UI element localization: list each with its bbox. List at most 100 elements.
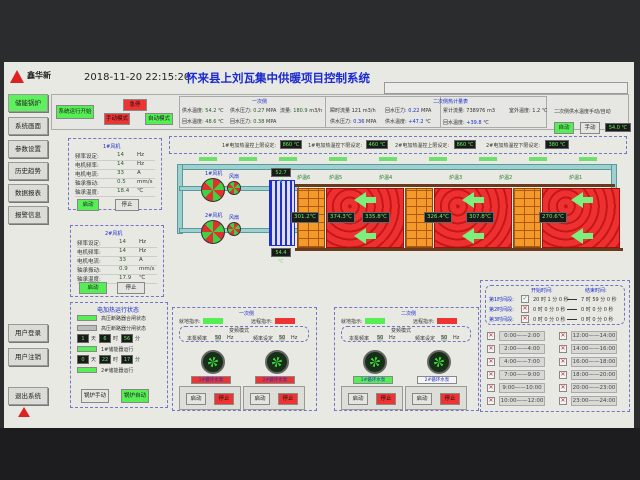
slot-checkbox[interactable]: ✕ [487,397,495,405]
pump-name-label: 2#循环水泵 [255,376,295,384]
time-slot: 2:00——4:00 [499,344,545,354]
pump-stop-button[interactable]: 停止 [440,393,460,405]
emergency-stop-button[interactable]: 急停 [123,99,147,111]
manual-mode-button[interactable]: 手动模式 [104,113,130,125]
time-slot: 18:00——20:00 [571,370,617,380]
secondary-meter-title: 二次侧热计量表 [433,99,469,105]
pump-name-label: 1#循环水泵 [353,376,393,384]
flow-arrow-icon [199,157,217,161]
zone-label: 炉温3 [449,175,463,181]
pump-freq-setpoint[interactable]: 50 [441,335,448,341]
heater2-upper-setpoint: 860 ℃ [454,140,476,149]
slot-checkbox[interactable]: ✕ [559,345,567,353]
water-pump-icon [363,350,387,374]
heat-exchanger [269,180,295,246]
flow-arrow-icon [279,157,297,161]
flow-arrow-icon [479,157,497,161]
pump-start-button[interactable]: 启动 [250,393,270,405]
time-slot: 16:00——18:00 [571,357,617,367]
page-title: 怀来县上刘瓦集中供暖项目控制系统 [186,71,370,85]
sec-temp-auto-button[interactable]: 自动 [554,122,574,134]
logo-mark-icon [10,70,24,83]
brand-logo: 鑫华新 [10,68,70,90]
fan2-panel: 2#风机 频率设定: 14 Hz 电机频率: 14 Hz 电机电流: 33 A 轴承振动: 0.9 m… [70,225,164,297]
nav-parameters[interactable]: 参数设置 [8,140,48,158]
fan1-stop-button[interactable]: 停止 [115,199,139,211]
slot-checkbox[interactable]: ✕ [559,397,567,405]
exit-system-button[interactable]: 退出系统 [8,387,48,405]
pump-freq-setpoint[interactable]: 50 [279,335,286,341]
time-slot: 20:00——23:00 [571,383,617,393]
slot-checkbox[interactable]: ✕ [487,345,495,353]
fan1-start-button[interactable]: 启动 [77,199,99,211]
fan-param-row: 电机电流: 33 A [75,170,155,179]
fan2-start-button[interactable]: 启动 [79,282,107,294]
pump-stop-button[interactable]: 停止 [376,393,396,405]
boiler-manual-button[interactable]: 锅炉手动 [81,389,109,403]
nav-storage-boiler[interactable]: 储能锅炉 [8,94,48,112]
slot-checkbox[interactable]: ✕ [487,332,495,340]
outdoor-temp: 1.2 [532,108,541,114]
pump-start-button[interactable]: 启动 [348,393,368,405]
slot-checkbox[interactable]: ✕ [559,332,567,340]
system-start-button[interactable]: 系统运行开始 [56,105,94,119]
slot-checkbox[interactable]: ✕ [487,384,495,392]
flow-arrow-icon [329,157,347,161]
sec-temp-manual-button[interactable]: 手动 [580,122,600,134]
slot-checkbox[interactable]: ✕ [487,358,495,366]
nav-history-trend[interactable]: 历史趋势 [8,162,48,180]
storage-brick-3 [513,188,541,248]
flow-arrow-icon [379,157,397,161]
user-login-button[interactable]: 用户登录 [8,324,48,342]
heater2-minutes: 17 [121,355,133,364]
zone-temp-5: 307.8℃ [466,212,494,223]
fan2-stop-button[interactable]: 停止 [117,282,145,294]
time-slot: 23:00——24:00 [571,396,617,406]
pump-group-2: 二次侧 就地指示: 远程指示: 变频模式 本泵频率 50 Hz 频率设定 50 Hz 1#循环水泵启… [334,307,479,411]
pump-stop-button[interactable]: 停止 [278,393,298,405]
nav-system-view[interactable]: 系统画面 [8,117,48,135]
zone-temp-2: 374.3℃ [327,212,355,223]
slot-checkbox[interactable]: ✕ [559,371,567,379]
primary-side-panel: 一次侧 供水温度: 54.2 ℃ 回水温度: 48.6 ℃ 供水压力: 0.27… [179,96,441,128]
fan-param-row: 电机电流: 33 A [77,257,157,266]
hx-inlet-temp: 52.7 ℃ [271,168,291,185]
fan1-panel: 1#风机 频率设定: 14 Hz 电机频率: 14 Hz 电机电流: 33 A 轴承振动: 0.5 m… [68,138,162,211]
sec-supply-temp: +47.2 [408,119,424,125]
fan1-title: 1#风机 [103,144,121,150]
nav-data-report[interactable]: 数据报表 [8,184,48,202]
pump-start-button[interactable]: 启动 [186,393,206,405]
inst-flow: 121 [351,108,362,114]
primary-title: 一次侧 [252,99,268,105]
period-checkbox[interactable]: ✕ [521,305,529,313]
fan-param-row: 轴承振动: 0.9 mm/s [77,266,157,275]
flow-arrow-icon [579,157,597,161]
zone-temp-6: 270.6℃ [539,212,567,223]
auto-mode-button[interactable]: 自动模式 [145,113,173,125]
heater1-upper-setpoint: 860 ℃ [280,140,302,149]
fan-param-row: 频率设定: 14 Hz [77,239,157,248]
zone-label: 炉温5 [329,175,343,181]
process-diagram: 1#风机 风扇 2#风机 风扇 52.7 ℃ 54.4 ℃ 炉温6 炉温5 炉温4 炉… [169,156,629,265]
damper1-icon [227,181,241,195]
pump-stop-button[interactable]: 停止 [214,393,234,405]
time-slot: 9:00——10:00 [499,383,545,393]
damper2-icon [227,222,241,236]
slot-checkbox[interactable]: ✕ [559,358,567,366]
user-logout-button[interactable]: 用户注销 [8,348,48,366]
period-checkbox[interactable]: ✕ [521,315,529,323]
fan-param-row: 轴承温度: 18.4 ℃ [75,188,155,197]
boiler-auto-button[interactable]: 锅炉自动 [121,389,149,403]
remote-indicator [437,318,457,324]
period-checkbox[interactable]: ✓ [521,295,529,303]
slot-checkbox[interactable]: ✕ [559,384,567,392]
primary-supply-temp: 54.2 [205,108,217,114]
pump-name-label: 2#循环水泵 [417,376,457,384]
pump-start-button[interactable]: 启动 [412,393,432,405]
local-indicator [203,318,223,324]
nav-alarm-info[interactable]: 报警信息 [8,206,48,224]
time-slot: 4:00——7:00 [499,357,545,367]
pump-freq-value: 50 [377,335,384,341]
remote-indicator [275,318,295,324]
slot-checkbox[interactable]: ✕ [487,371,495,379]
